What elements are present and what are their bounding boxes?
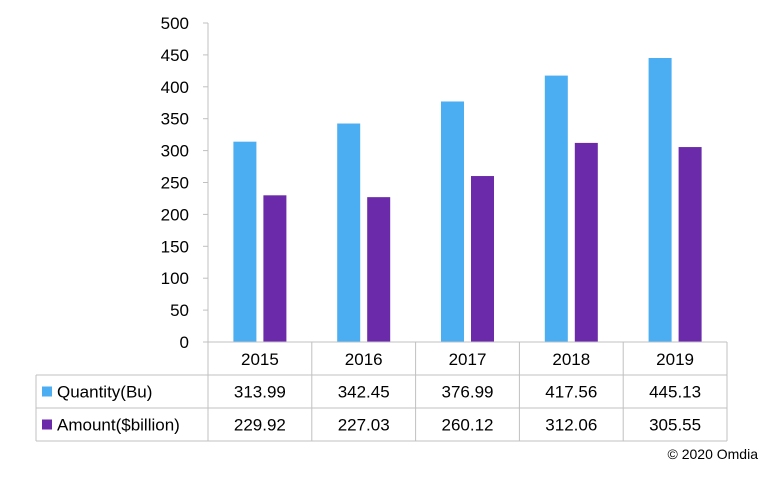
- bar-quantity-2015: [233, 141, 257, 342]
- y-tick-label: 100: [161, 269, 189, 288]
- y-tick-label: 500: [161, 14, 189, 33]
- table-value: 342.45: [338, 383, 390, 402]
- table-value: 305.55: [649, 416, 701, 435]
- x-category-label: 2018: [552, 350, 590, 369]
- y-tick-label: 250: [161, 174, 189, 193]
- y-tick-label: 300: [161, 142, 189, 161]
- table-value: 260.12: [442, 416, 494, 435]
- x-category-label: 2017: [449, 350, 487, 369]
- legend-key-amount: [42, 419, 52, 430]
- y-tick-label: 50: [170, 301, 189, 320]
- bar-quantity-2017: [441, 101, 464, 342]
- bar-quantity-2018: [544, 75, 568, 343]
- table-value: 445.13: [649, 383, 701, 402]
- bar-amount-2019: [678, 147, 702, 342]
- y-tick-label: 200: [161, 205, 189, 224]
- x-category-label: 2019: [656, 350, 694, 369]
- copyright-credit: © 2020 Omdia: [667, 446, 758, 462]
- y-tick-label: 450: [161, 46, 189, 65]
- bar-amount-2015: [263, 195, 287, 342]
- legend-label-quantity: Quantity(Bu): [57, 383, 152, 402]
- bar-quantity-2019: [648, 58, 672, 343]
- legend-label-amount: Amount($billion): [57, 416, 180, 435]
- table-value: 417.56: [545, 383, 597, 402]
- table-value: 229.92: [234, 416, 286, 435]
- table-value: 376.99: [442, 383, 494, 402]
- y-tick-label: 400: [161, 78, 189, 97]
- bar-amount-2017: [471, 176, 494, 342]
- table-value: 313.99: [234, 383, 286, 402]
- legend-key-quantity: [42, 386, 52, 397]
- x-category-label: 2015: [241, 350, 279, 369]
- x-category-label: 2016: [345, 350, 383, 369]
- y-tick-label: 150: [161, 237, 189, 256]
- y-tick-label: 0: [180, 333, 189, 352]
- y-tick-label: 350: [161, 110, 189, 129]
- bar-amount-2016: [367, 197, 391, 342]
- bar-amount-2018: [574, 142, 598, 342]
- bar-quantity-2016: [337, 123, 361, 342]
- table-value: 227.03: [338, 416, 390, 435]
- table-value: 312.06: [545, 416, 597, 435]
